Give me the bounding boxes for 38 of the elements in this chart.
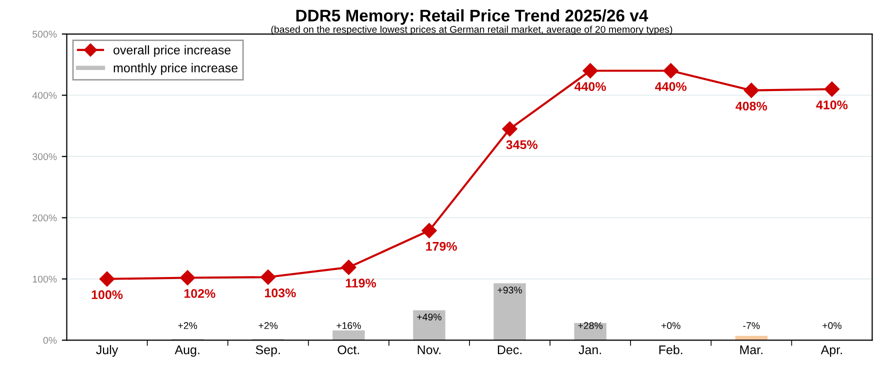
y-tick-label: 400% — [32, 92, 57, 99]
data-label: 119% — [346, 278, 376, 288]
x-tick-label: Mar. — [740, 346, 762, 354]
data-label: 102% — [184, 289, 216, 298]
x-tick-label: Nov. — [418, 346, 440, 354]
x-tick-label: July — [96, 345, 118, 357]
legend-label: overall price increase — [114, 45, 231, 57]
legend-label: monthly price increase — [114, 63, 238, 75]
data-label: 440% — [574, 82, 606, 91]
data-label: 410% — [816, 100, 848, 110]
data-label: 179% — [426, 242, 457, 251]
x-tick-label: Dec. — [498, 346, 522, 354]
x-tick-label: Aug. — [174, 346, 200, 357]
data-label: 100% — [92, 290, 123, 300]
y-tick-label: 300% — [32, 153, 57, 160]
y-tick-label: 0% — [43, 336, 57, 344]
y-tick-label: 200% — [32, 214, 57, 222]
x-tick-label: Apr. — [820, 346, 842, 357]
data-label: 408% — [736, 102, 768, 111]
x-tick-label: Feb. — [659, 345, 682, 354]
data-label: +28% — [578, 322, 603, 330]
x-tick-label: Sep. — [256, 345, 280, 357]
data-label: +16% — [336, 322, 361, 330]
x-tick-label: Oct. — [338, 345, 359, 354]
y-tick-label: 500% — [32, 30, 57, 38]
data-label: +2% — [178, 322, 198, 329]
data-label: 440% — [655, 82, 686, 91]
data-label: +0% — [661, 322, 680, 330]
y-tick-label: 100% — [32, 276, 57, 283]
data-label: +49% — [417, 314, 442, 320]
data-label: 345% — [506, 140, 538, 150]
data-label: +0% — [822, 322, 842, 330]
data-label: -7% — [743, 322, 760, 329]
x-tick-label: Jan. — [578, 346, 601, 354]
chart-title: DDR5 Memory: Retail Price Trend 2025/26 v4 — [296, 9, 648, 25]
data-label: 103% — [264, 288, 296, 298]
data-label: +93% — [498, 286, 522, 294]
data-label: +2% — [258, 322, 278, 329]
